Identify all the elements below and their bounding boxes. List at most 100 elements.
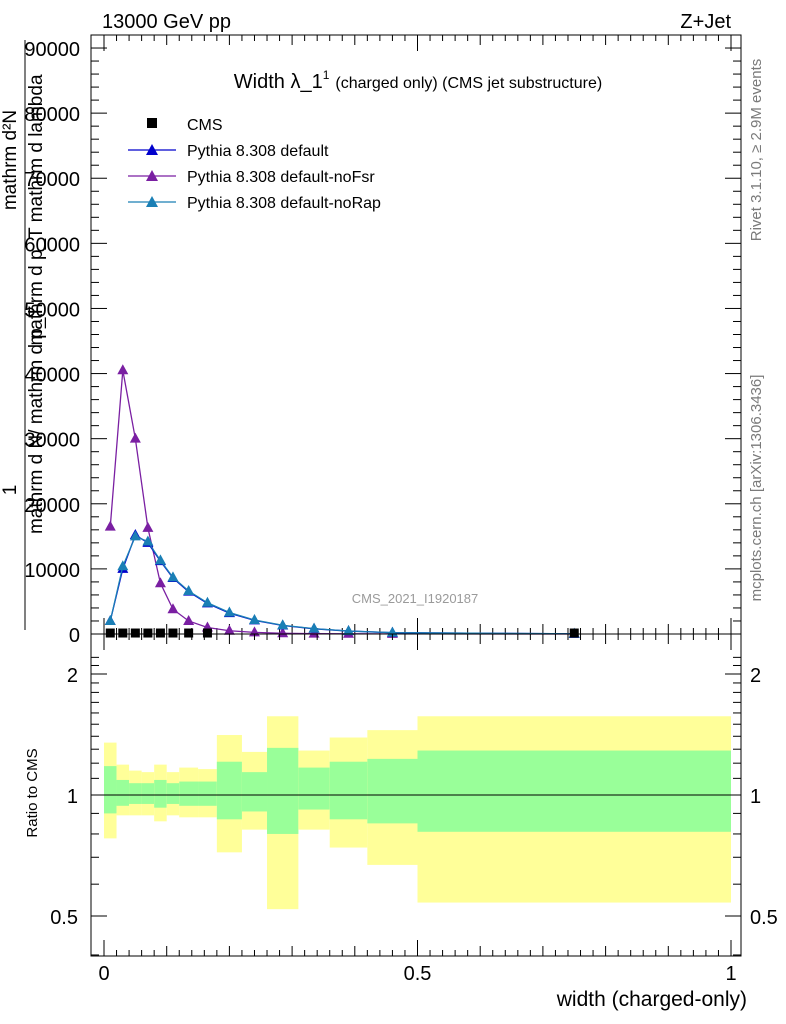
legend-marker-default bbox=[146, 144, 158, 155]
series-line-pythia-8-308-default-norap bbox=[109, 535, 575, 635]
main-y-tick-label: 60000 bbox=[24, 234, 80, 256]
ratio-band-green bbox=[241, 772, 268, 812]
legend-label-norap: Pythia 8.308 default-noRap bbox=[187, 195, 381, 212]
chart-title-main: Width λ_1 bbox=[234, 71, 323, 93]
ratio-y-tick-label-right: 2 bbox=[750, 665, 761, 687]
series-pythia-8-308-default bbox=[104, 529, 580, 638]
legend-entry-nofsr: Pythia 8.308 default-noFsr bbox=[128, 169, 375, 186]
ratio-band-green bbox=[104, 766, 117, 814]
watermark: CMS_2021_I1920187 bbox=[352, 591, 479, 606]
ratio-y-tick-label-right: 0.5 bbox=[750, 907, 778, 929]
main-y-axis-label: 1 mathrm d N/ mathrm d p_T mathrm d p_T … bbox=[0, 40, 47, 630]
data-point-pythia-8-308-default-nofsr bbox=[129, 432, 141, 443]
legend-entry-cms: CMS bbox=[147, 117, 223, 134]
data-point-pythia-8-308-default-norap bbox=[343, 625, 355, 636]
series-line-pythia-8-308-default-nofsr bbox=[109, 370, 575, 635]
data-point-pythia-8-308-default-norap bbox=[277, 619, 289, 630]
series-layer bbox=[104, 364, 580, 638]
data-point-pythia-8-308-default-nofsr bbox=[223, 624, 235, 635]
series-cms bbox=[105, 628, 579, 638]
series-line-pythia-8-308-default bbox=[109, 534, 575, 635]
ratio-y-axis-label: Ratio to CMS bbox=[24, 748, 41, 837]
data-point-pythia-8-308-default-nofsr bbox=[117, 364, 129, 375]
data-point-cms bbox=[569, 628, 579, 638]
ratio-band-green bbox=[129, 783, 142, 804]
mcplots-label: mcplots.cern.ch [arXiv:1306.3436] bbox=[748, 375, 765, 602]
ylabel-line-1: 1 bbox=[0, 485, 21, 496]
ratio-band-green bbox=[141, 783, 155, 804]
x-tick-label: 1 bbox=[725, 963, 736, 985]
legend-label-cms: CMS bbox=[187, 117, 223, 134]
ratio-bands bbox=[104, 716, 731, 910]
ratio-y-tick-label-right: 1 bbox=[750, 786, 761, 808]
main-y-tick-label: 40000 bbox=[24, 365, 80, 387]
legend-marker-cms bbox=[147, 118, 157, 128]
ratio-band-green bbox=[267, 747, 299, 834]
main-y-tick-label: 80000 bbox=[24, 104, 80, 126]
data-point-cms bbox=[168, 628, 178, 638]
main-y-tick-label: 50000 bbox=[24, 299, 80, 321]
main-y-tick-label: 30000 bbox=[24, 430, 80, 452]
legend-label-nofsr: Pythia 8.308 default-noFsr bbox=[187, 169, 375, 186]
data-point-pythia-8-308-default-norap bbox=[308, 622, 320, 633]
legend-label-default: Pythia 8.308 default bbox=[187, 143, 329, 160]
main-y-tick-label: 90000 bbox=[24, 39, 80, 61]
data-point-pythia-8-308-default-norap bbox=[167, 571, 179, 582]
ratio-y-ticks: 0.5 0.5 1 1 2 2 bbox=[50, 656, 778, 956]
data-point-pythia-8-308-default-norap bbox=[183, 585, 195, 596]
data-point-pythia-8-308-default-nofsr bbox=[104, 520, 116, 531]
ratio-band-green bbox=[154, 779, 167, 808]
chart-title-sup: 1 bbox=[323, 68, 330, 82]
data-point-pythia-8-308-default-norap bbox=[117, 560, 129, 571]
legend-marker-nofsr bbox=[146, 170, 158, 181]
ratio-band-green bbox=[417, 750, 731, 832]
ratio-y-tick-label: 0.5 bbox=[50, 907, 78, 929]
ratio-y-tick-label: 1 bbox=[67, 786, 78, 808]
main-y-tick-label: 70000 bbox=[24, 169, 80, 191]
data-point-pythia-8-308-default-norap bbox=[223, 606, 235, 617]
ratio-band-green bbox=[216, 761, 242, 820]
ratio-band-green bbox=[329, 761, 368, 820]
legend-entry-default: Pythia 8.308 default bbox=[128, 143, 329, 160]
legend-marker-norap bbox=[146, 196, 158, 207]
data-point-pythia-8-308-default-norap bbox=[248, 614, 260, 625]
data-point-pythia-8-308-default-norap bbox=[142, 535, 154, 546]
legend: CMS Pythia 8.308 default Pythia 8.308 de… bbox=[128, 117, 381, 212]
x-tick-label: 0.5 bbox=[404, 963, 432, 985]
main-y-tick-label: 20000 bbox=[24, 495, 80, 517]
data-point-pythia-8-308-default-norap bbox=[104, 614, 116, 625]
ratio-band-green bbox=[298, 767, 330, 810]
ratio-band-green bbox=[198, 781, 217, 806]
ylabel-line-4: mathrm d²N bbox=[0, 110, 21, 210]
data-point-cms bbox=[118, 628, 128, 638]
chart-title: Width λ_11 (charged only) (CMS jet substr… bbox=[234, 68, 602, 93]
data-point-cms bbox=[130, 628, 140, 638]
data-point-cms bbox=[143, 628, 153, 638]
rivet-label: Rivet 3.1.10, ≥ 2.9M events bbox=[748, 59, 765, 242]
x-axis-label: width (charged-only) bbox=[556, 988, 747, 1011]
data-point-cms bbox=[105, 628, 115, 638]
data-point-pythia-8-308-default-norap bbox=[129, 530, 141, 541]
ylabel-line-2: mathrm d N/ mathrm d p_T bbox=[26, 306, 47, 534]
data-point-pythia-8-308-default-nofsr bbox=[183, 614, 195, 625]
main-y-tick-label: 10000 bbox=[24, 560, 80, 582]
ratio-band-green bbox=[166, 783, 180, 804]
data-point-pythia-8-308-default-norap bbox=[201, 596, 213, 607]
x-tick-label: 0 bbox=[98, 963, 109, 985]
ratio-band-green bbox=[179, 781, 199, 806]
main-y-ticks: 0 10000 20000 30000 40000 50000 60000 70000 8000… bbox=[24, 34, 741, 647]
header-energy: 13000 GeV pp bbox=[102, 11, 231, 33]
ratio-band-green bbox=[367, 758, 418, 824]
header-process: Z+Jet bbox=[680, 11, 731, 33]
data-point-pythia-8-308-default-norap bbox=[154, 554, 166, 565]
ratio-y-tick-label: 2 bbox=[67, 665, 78, 687]
legend-entry-norap: Pythia 8.308 default-noRap bbox=[128, 195, 381, 212]
data-point-pythia-8-308-default-nofsr bbox=[142, 521, 154, 532]
ratio-band-green bbox=[116, 779, 130, 806]
ratio-x-ticks: 0 0.5 1 bbox=[98, 634, 737, 985]
main-y-tick-label: 0 bbox=[69, 625, 80, 647]
data-point-cms bbox=[202, 628, 212, 638]
data-point-pythia-8-308-default-nofsr bbox=[167, 603, 179, 614]
data-point-cms bbox=[184, 628, 194, 638]
